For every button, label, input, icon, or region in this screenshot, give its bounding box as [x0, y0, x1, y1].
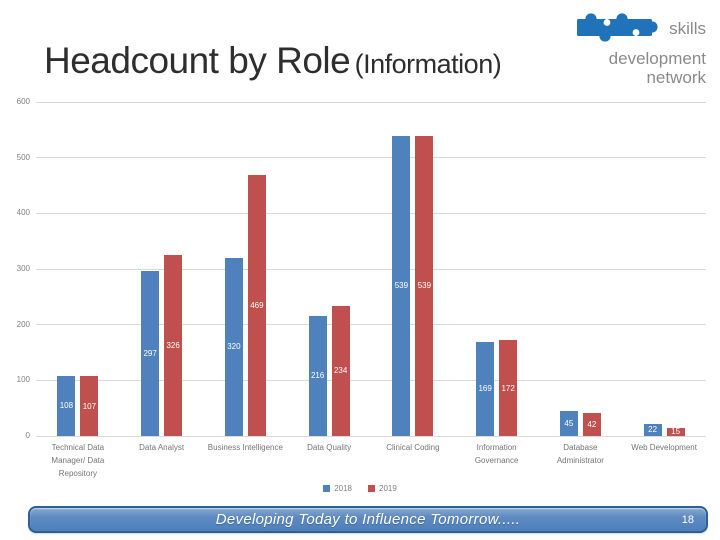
- category-label-3: Business Intelligence: [207, 443, 283, 452]
- bar-value-label: 107: [82, 401, 97, 411]
- legend-item-2019: 2019: [368, 484, 397, 493]
- legend-label: 2019: [379, 484, 397, 493]
- bar-group-5: 539 539: [371, 102, 455, 436]
- sdn-logo: skills development network: [546, 8, 706, 88]
- bar-value-label: 169: [478, 384, 492, 394]
- gridline-500: [36, 157, 706, 159]
- gridline-0: [36, 435, 706, 437]
- bar-2018-2: 297: [141, 270, 160, 436]
- y-axis-tick-100: 100: [16, 375, 30, 385]
- bar-2019-1: 107: [80, 376, 99, 436]
- puzzle-icon: [576, 8, 664, 49]
- bar-value-label: 22: [648, 425, 658, 435]
- bar-2018-4: 216: [308, 315, 327, 436]
- gridline-100: [36, 379, 706, 381]
- bar-value-label: 469: [250, 300, 264, 310]
- bar-2018-5: 539: [392, 135, 411, 436]
- bar-value-label: 320: [227, 342, 241, 352]
- y-axis-tick-500: 500: [16, 152, 30, 162]
- bar-2019-5: 539: [415, 135, 434, 436]
- bar-2019-4: 234: [331, 305, 350, 436]
- gridline-600: [36, 101, 706, 103]
- legend-swatch-icon: [323, 485, 331, 492]
- bar-group-2: 297 326: [120, 102, 204, 436]
- logo-word-network: network: [646, 68, 706, 88]
- bar-group-8: 22 15: [622, 102, 706, 436]
- bar-value-label: 108: [59, 401, 74, 411]
- y-axis-tick-600: 600: [16, 97, 30, 106]
- category-label-5: Clinical Coding: [386, 443, 440, 452]
- bar-value-label: 297: [143, 348, 157, 358]
- bar-value-label: 326: [166, 340, 180, 350]
- y-axis-tick-200: 200: [16, 319, 30, 329]
- page-title-main: Headcount by Role: [44, 40, 351, 81]
- logo-word-skills: skills: [669, 18, 706, 38]
- bar-group-1: 108 107: [36, 102, 120, 436]
- legend-item-2018: 2018: [323, 484, 352, 493]
- bar-group-6: 169 172: [455, 102, 539, 436]
- bar-value-label: 172: [501, 383, 515, 393]
- bar-2018-8: 22: [643, 423, 662, 436]
- legend-swatch-icon: [368, 485, 375, 492]
- footer-banner: Developing Today to Influence Tomorrow..…: [28, 506, 708, 533]
- page-title-qualifier: (Information): [354, 49, 502, 79]
- footer-motto: Developing Today to Influence Tomorrow..…: [215, 510, 521, 528]
- bar-group-4: 216 234: [287, 102, 371, 436]
- bar-2019-6: 172: [499, 340, 518, 436]
- bar-value-label: 539: [417, 281, 432, 291]
- bar-2019-2: 326: [164, 254, 183, 436]
- bar-value-label: 15: [671, 427, 681, 437]
- category-label-1: Technical Data Manager/ Data Repository: [51, 443, 105, 478]
- bar-2019-7: 42: [582, 412, 601, 436]
- bar-value-label: 234: [333, 366, 348, 376]
- bar-2019-8: 15: [666, 427, 685, 436]
- x-axis-category-labels: Technical Data Manager/ Data Repository D…: [36, 442, 706, 478]
- category-label-6: Information Governance: [474, 443, 519, 465]
- bar-group-7: 45 42: [539, 102, 623, 436]
- y-axis-tick-300: 300: [16, 264, 30, 273]
- y-axis-tick-0: 0: [25, 431, 30, 440]
- bar-value-label: 42: [587, 419, 597, 429]
- page-number: 18: [681, 513, 694, 526]
- bar-2018-7: 45: [559, 410, 578, 436]
- legend-label: 2018: [334, 484, 352, 493]
- category-label-4: Data Quality: [307, 443, 352, 452]
- y-axis-tick-400: 400: [16, 208, 30, 218]
- bar-value-label: 216: [310, 371, 325, 381]
- bar-2018-6: 169: [476, 341, 495, 436]
- gridline-400: [36, 212, 706, 214]
- bar-2018-1: 108: [57, 375, 76, 436]
- bar-value-label: 45: [564, 418, 574, 428]
- logo-word-development: development: [608, 48, 706, 68]
- page-title: Headcount by Role (Information): [44, 40, 502, 82]
- category-label-2: Data Analyst: [139, 443, 185, 452]
- headcount-chart-plot-area: 0 100 200 300 400 500 600 108 107 297 326 320 469 216…: [17, 97, 706, 440]
- bar-group-3: 320 469: [204, 102, 288, 436]
- bar-value-label: 539: [394, 281, 409, 291]
- chart-legend: 2018 2019: [0, 484, 720, 493]
- bar-2019-3: 469: [247, 174, 266, 436]
- bar-2018-3: 320: [224, 257, 243, 436]
- category-label-8: Web Development: [631, 443, 697, 452]
- category-label-7: Database Administrator: [556, 443, 604, 465]
- gridline-200: [36, 324, 706, 326]
- gridline-300: [36, 268, 706, 270]
